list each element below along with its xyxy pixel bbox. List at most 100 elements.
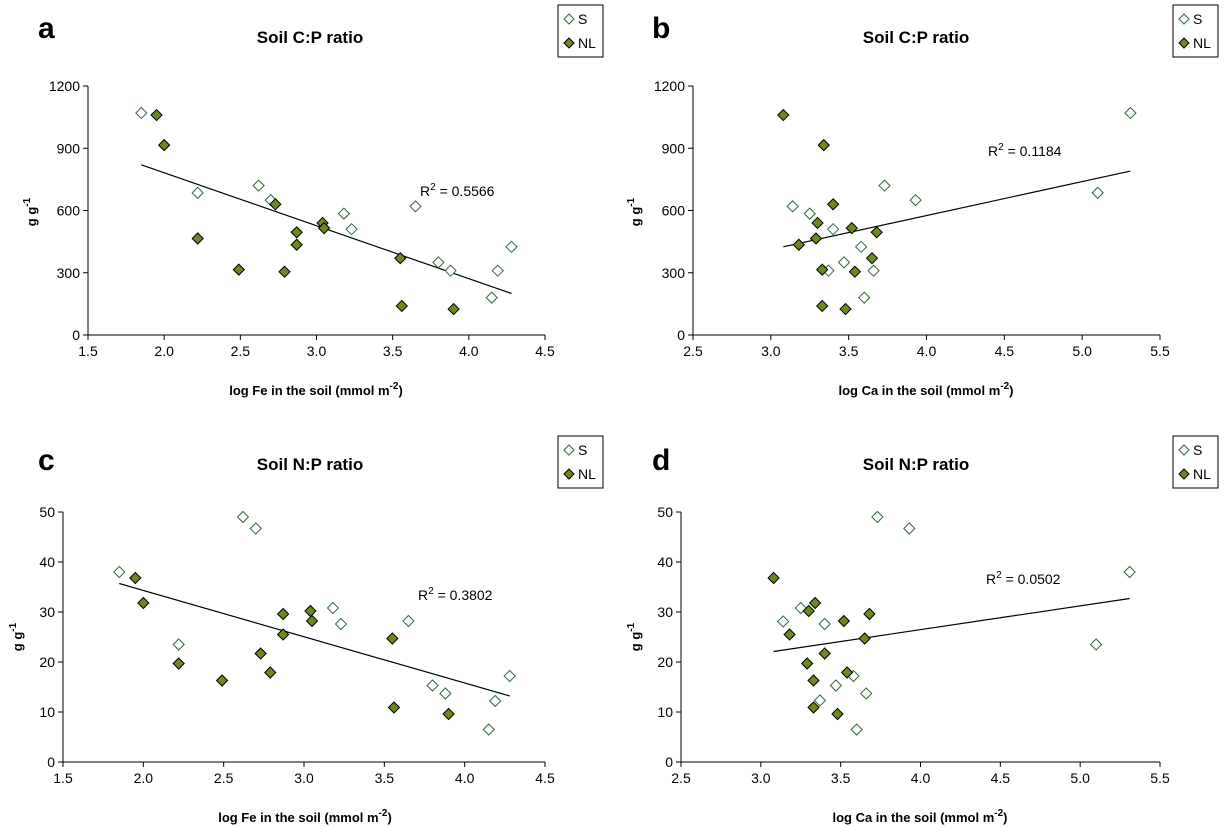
point-s [837, 256, 851, 269]
x-tick-label: 3.5 [383, 343, 403, 359]
x-tick-label: 3.5 [375, 770, 395, 786]
point-nl [172, 657, 185, 670]
point-s [345, 222, 358, 236]
x-tick-label: 5.0 [1070, 770, 1090, 786]
y-tick-label: 50 [657, 504, 673, 520]
r-squared-sup: 2 [430, 182, 436, 193]
point-s [426, 679, 439, 692]
y-axis-label-sup: -1 [8, 622, 19, 631]
x-axis-label-sup: -2 [379, 808, 388, 819]
point-nl [831, 707, 844, 721]
x-tick-label: 3.0 [307, 343, 327, 359]
point-nl [191, 232, 204, 245]
point-s [491, 264, 504, 277]
legend-marker-s [1178, 13, 1190, 25]
point-nl [815, 299, 829, 313]
x-tick-label: 4.5 [991, 770, 1011, 786]
point-s [439, 687, 452, 700]
r-squared-value: = 0.5566 [436, 183, 495, 199]
y-axis-label-sup: -1 [626, 622, 637, 631]
y-axis-label: g g-1 [626, 622, 643, 651]
point-nl [815, 263, 829, 276]
point-nl [870, 226, 883, 239]
point-s [786, 200, 799, 213]
y-tick-label: 30 [39, 604, 55, 620]
chart-panel-b: b Soil C:P ratio 0 300 600 900 1200 2.5 3.0 3.5 4.… [626, 4, 1219, 398]
point-nl [807, 674, 820, 687]
x-axis-label-end: ) [387, 810, 391, 825]
y-axis-label-sup: -1 [22, 197, 33, 206]
r-squared-sup: 2 [998, 142, 1004, 153]
point-nl [290, 238, 303, 251]
point-nl [817, 138, 830, 152]
point-s [1123, 565, 1136, 579]
y-axis-label-text: g g [628, 632, 643, 652]
legend-marker-s [563, 13, 575, 25]
legend-label-s: S [578, 11, 587, 27]
y-axis-label-text: g g [628, 207, 643, 227]
legend-marker-s [1178, 444, 1190, 456]
x-tick-label: 5.0 [1072, 343, 1092, 359]
x-tick-label: 2.0 [154, 343, 174, 359]
point-nl [863, 607, 876, 621]
trendline [783, 170, 1131, 248]
legend-label-nl: NL [1193, 35, 1211, 51]
x-axis-label-text: log Ca in the soil (mmol m [832, 810, 994, 825]
legend: S NL [557, 4, 604, 58]
point-nl [858, 632, 871, 645]
x-axis-label-sup: -2 [390, 381, 399, 392]
x-tick-label: 2.5 [671, 770, 691, 786]
point-nl [818, 647, 831, 660]
x-axis-label-sup: -2 [994, 808, 1003, 819]
x-tick-label: 3.5 [831, 770, 851, 786]
x-tick-label: 1.5 [53, 770, 73, 786]
point-nl [129, 571, 142, 585]
point-s [813, 694, 827, 707]
point-nl [826, 198, 840, 211]
point-nl [395, 299, 409, 313]
x-tick-label: 4.0 [917, 343, 937, 359]
point-s [337, 207, 351, 220]
point-s [803, 207, 816, 220]
point-nl [865, 252, 879, 265]
x-axis-label-text: log Fe in the soil (mmol m [229, 383, 389, 398]
point-s [482, 723, 495, 736]
x-axis-label-end: ) [398, 383, 402, 398]
y-tick-label: 1200 [654, 78, 685, 94]
point-s [236, 510, 250, 524]
point-nl [447, 302, 460, 316]
point-s [485, 291, 498, 304]
point-s [776, 615, 790, 628]
point-s [444, 264, 457, 277]
point-s [135, 106, 148, 120]
y-tick-label: 900 [57, 140, 81, 156]
point-nl [837, 614, 851, 628]
point-s [402, 614, 415, 628]
point-nl [278, 265, 291, 278]
legend-marker-nl [1178, 468, 1190, 480]
trendline [773, 597, 1130, 653]
point-nl [800, 657, 814, 670]
y-tick-label: 20 [39, 654, 55, 670]
x-axis-label-sup: -2 [1000, 381, 1009, 392]
point-nl [290, 226, 303, 239]
point-s [113, 565, 126, 579]
r-squared-value: = 0.3802 [434, 587, 493, 603]
panel-letter: c [38, 444, 55, 477]
legend-label-s: S [578, 442, 587, 458]
point-nl [254, 647, 267, 660]
point-nl [215, 674, 229, 687]
point-nl [394, 252, 407, 265]
legend-box [1172, 4, 1219, 58]
x-axis-label-end: ) [1009, 383, 1013, 398]
point-s [854, 240, 868, 254]
point-s [334, 617, 348, 631]
point-nl [264, 666, 277, 679]
x-tick-label: 4.5 [535, 770, 555, 786]
legend-label-nl: NL [1193, 466, 1211, 482]
point-s [818, 617, 831, 631]
point-nl [305, 614, 319, 628]
point-s [829, 679, 843, 692]
point-nl [808, 596, 822, 610]
